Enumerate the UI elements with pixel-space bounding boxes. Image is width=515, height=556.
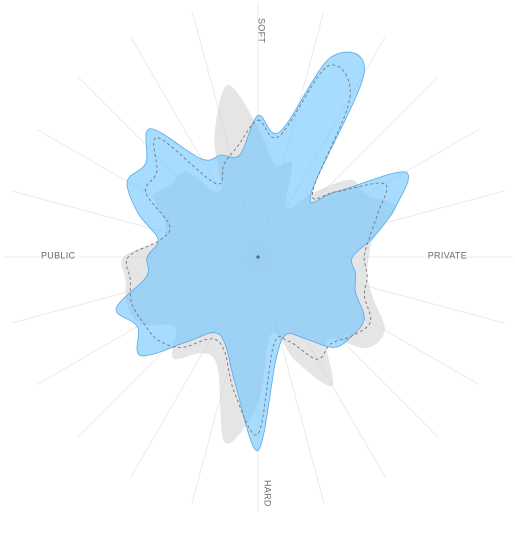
axis-label-private: PRIVATE — [428, 250, 467, 260]
series-area-blue — [115, 51, 409, 451]
series-layer — [115, 51, 409, 451]
center-point — [256, 255, 260, 259]
axis-label-hard: HARD — [263, 480, 273, 507]
series-line-dashed — [125, 64, 388, 436]
axis-label-public: PUBLIC — [41, 250, 76, 260]
axis-labels: SOFT PRIVATE HARD PUBLIC — [41, 18, 467, 507]
axis-label-soft: SOFT — [257, 18, 267, 43]
